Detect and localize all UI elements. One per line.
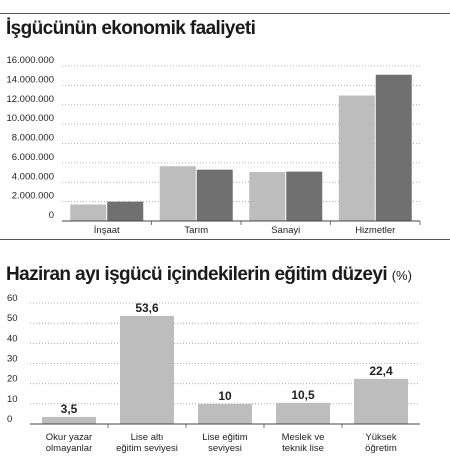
x-category-label: teknik lise <box>282 443 324 454</box>
y-tick-label: 2.000.000 <box>12 191 54 202</box>
bar <box>198 403 252 424</box>
y-tick-label: 12.000.000 <box>6 94 54 105</box>
bar <box>120 315 174 424</box>
x-category-label: Sanayi <box>271 225 300 236</box>
x-category-label: Tarım <box>184 225 208 236</box>
data-label: 53,6 <box>135 301 159 315</box>
x-category-label: Hizmetler <box>355 225 395 236</box>
bottom-rule <box>0 239 450 240</box>
data-label: 10 <box>218 389 232 403</box>
y-tick-label: 10 <box>7 394 18 405</box>
bar-dark <box>286 171 323 221</box>
bar-light <box>249 172 286 221</box>
y-tick-label: 50 <box>7 313 18 324</box>
y-tick-label: 14.000.000 <box>6 74 54 85</box>
x-category-label: Okur yazar <box>46 432 92 443</box>
y-tick-label: 20 <box>7 374 18 385</box>
x-category-label: Meslek ve <box>282 432 325 443</box>
chart-title: Haziran ayı işgücü içindekilerin eğitim … <box>6 264 412 286</box>
y-tick-label: 0 <box>49 210 54 221</box>
x-category-label: İnşaat <box>94 225 120 236</box>
y-tick-label: 4.000.000 <box>12 171 54 182</box>
y-tick-label: 16.000.000 <box>6 55 54 66</box>
bar-dark <box>375 74 412 221</box>
education-level-chart: Haziran ayı işgücü içindekilerin eğitim … <box>0 258 450 476</box>
x-category-label: olmayanlar <box>46 443 92 454</box>
bar-dark <box>196 169 233 221</box>
x-category-label: Lise altı <box>131 432 164 443</box>
bar-dark <box>107 201 144 221</box>
bar <box>42 416 96 424</box>
x-category-label: Yüksek <box>365 432 396 443</box>
x-category-label: öğretim <box>365 443 397 454</box>
chart-title-text: Haziran ayı işgücü içindekilerin eğitim … <box>6 264 388 285</box>
y-tick-label: 6.000.000 <box>12 152 54 163</box>
data-label: 22,4 <box>369 364 393 378</box>
y-tick-label: 0 <box>7 414 12 425</box>
y-tick-label: 30 <box>7 354 18 365</box>
bar-light <box>159 166 196 221</box>
x-category-label: eğitim seviyesi <box>116 443 178 454</box>
title-rule <box>0 13 450 14</box>
data-label: 3,5 <box>61 402 78 416</box>
economic-activity-plot: 0 2.000.000 4.000.000 6.000.000 8.000.000 10.… <box>6 55 421 236</box>
x-category-label: seviyesi <box>208 443 242 454</box>
y-tick-label: 40 <box>7 333 18 344</box>
y-tick-label: 10.000.000 <box>6 113 54 124</box>
economic-activity-chart: İşgücünün ekonomik faaliyeti 0 2.000.000 4… <box>0 13 450 240</box>
bar-light <box>70 204 107 221</box>
bar-light <box>338 95 375 221</box>
data-label: 10,5 <box>291 388 315 402</box>
y-tick-label: 8.000.000 <box>12 133 54 144</box>
x-category-label: Lise eğitim <box>202 432 247 443</box>
bar <box>354 378 408 424</box>
chart-title: İşgücünün ekonomik faaliyeti <box>6 18 256 39</box>
bar <box>276 402 330 424</box>
chart-title-unit: (%) <box>391 268 412 283</box>
y-tick-label: 60 <box>7 293 18 304</box>
